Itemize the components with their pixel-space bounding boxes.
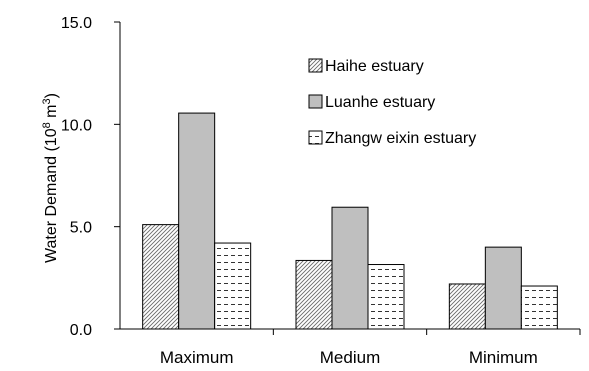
legend-swatch — [308, 130, 323, 145]
y-axis-title: Water Demand (108 m3) — [41, 93, 60, 263]
bar-solid-gray — [178, 112, 216, 330]
legend-label: Haihe estuary — [325, 58, 424, 75]
y-tick-label: 5.0 — [70, 220, 92, 237]
plot-area: 0.0 5.0 10.0 15.0 Maximum Medium Minimum — [61, 15, 581, 367]
bar-diagonal-hatch — [295, 259, 333, 330]
y-tick-label: 0.0 — [70, 322, 92, 339]
y-tick-label: 15.0 — [61, 15, 92, 32]
legend-swatch — [308, 94, 323, 109]
bar-diagonal-hatch — [448, 283, 486, 330]
legend-swatch — [308, 58, 323, 73]
category-label: Medium — [320, 348, 380, 367]
bar-horizontal-dash — [367, 264, 405, 330]
legend-label: Zhangw eixin estuary — [325, 130, 476, 147]
bar-horizontal-dash — [520, 285, 558, 330]
legend: Haihe estuary Luanhe estuary Zhangw eixin … — [308, 58, 476, 147]
bar-solid-gray — [484, 246, 522, 330]
bar-horizontal-dash — [214, 242, 252, 330]
bar-diagonal-hatch — [142, 224, 180, 330]
category-label: Minimum — [469, 348, 538, 367]
y-tick-label: 10.0 — [61, 117, 92, 134]
bar-solid-gray — [331, 206, 369, 330]
legend-label: Luanhe estuary — [325, 94, 435, 111]
category-label: Maximum — [160, 348, 234, 367]
